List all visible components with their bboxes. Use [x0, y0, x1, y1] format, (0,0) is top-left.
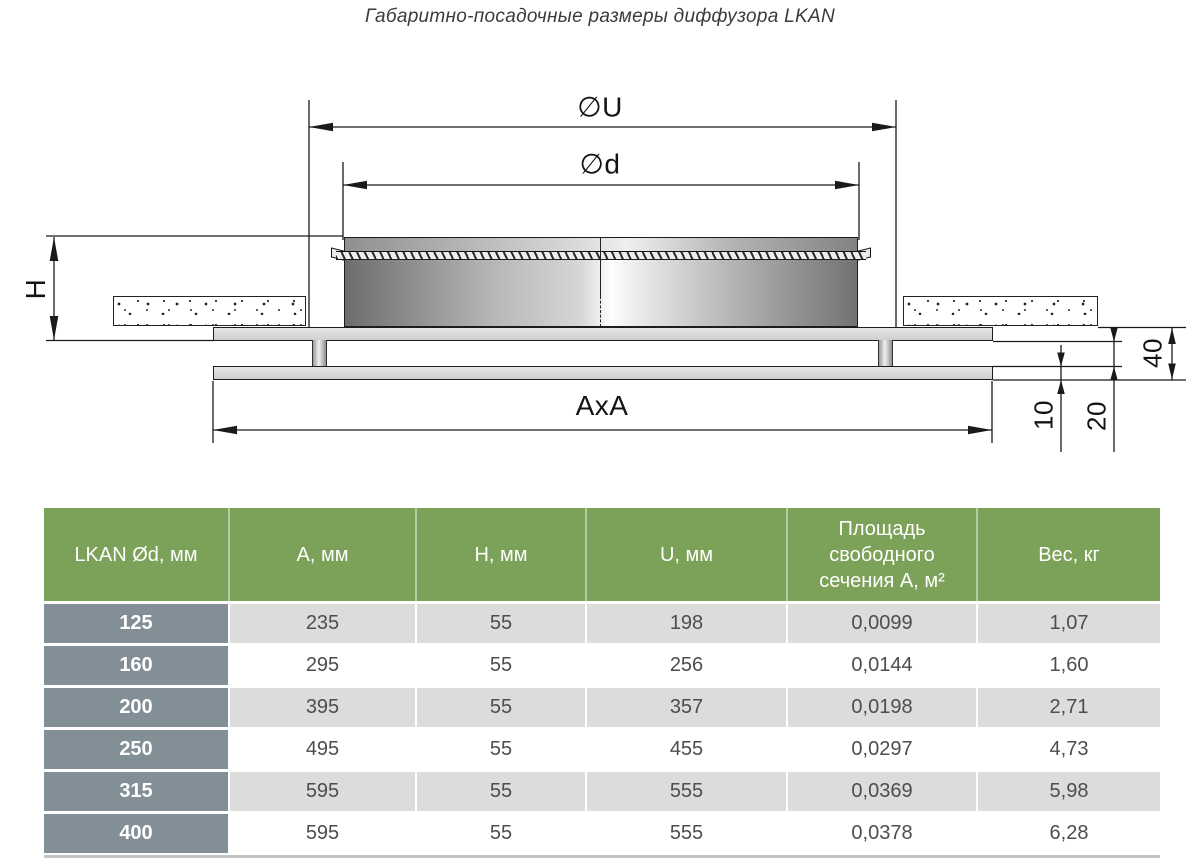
- dim-label-40: 40: [1137, 338, 1168, 368]
- col-header-model: LKAN Ød, мм: [44, 508, 230, 601]
- cell-u: 555: [587, 772, 788, 811]
- cell-area: 0,0144: [788, 646, 978, 685]
- arrowheads: [49, 122, 1176, 435]
- col-header-area: Площадь свободного сечения А, м²: [788, 508, 978, 601]
- lower-flange-plate: [213, 366, 993, 380]
- cell-size: 160: [44, 646, 230, 685]
- dim-label-diameter-d: ∅d: [579, 148, 621, 180]
- cell-u: 198: [587, 604, 788, 643]
- ceiling-panel-left: [113, 296, 306, 326]
- cell-size: 400: [44, 814, 230, 853]
- dim-label-20: 20: [1081, 401, 1112, 431]
- cell-area: 0,0369: [788, 772, 978, 811]
- col-header-a: A, мм: [230, 508, 417, 601]
- cell-h: 55: [417, 730, 587, 769]
- col-header-weight: Вес, кг: [978, 508, 1160, 601]
- center-line-dashed: [600, 296, 601, 327]
- cell-weight: 5,98: [978, 772, 1160, 811]
- spacer-bolt-left: [312, 340, 327, 366]
- cell-size: 200: [44, 688, 230, 727]
- dim-label-height: H: [20, 278, 51, 300]
- dim-label-10: 10: [1028, 400, 1059, 430]
- upper-flange-plate: [213, 327, 993, 341]
- table-row: 125 235 55 198 0,0099 1,07: [44, 604, 1160, 643]
- cell-u: 455: [587, 730, 788, 769]
- cell-weight: 1,60: [978, 646, 1160, 685]
- cell-h: 55: [417, 772, 587, 811]
- table-row: 250 495 55 455 0,0297 4,73: [44, 730, 1160, 769]
- col-header-u: U, мм: [587, 508, 788, 601]
- cell-a: 235: [230, 604, 417, 643]
- table-row: 400 595 55 555 0,0378 6,28: [44, 814, 1160, 853]
- cell-weight: 2,71: [978, 688, 1160, 727]
- center-line: [600, 238, 601, 296]
- cell-h: 55: [417, 688, 587, 727]
- diffuser-drawing: ∅U ∅d H AxA 40 10 20: [20, 91, 1186, 452]
- cell-u: 256: [587, 646, 788, 685]
- cell-a: 395: [230, 688, 417, 727]
- cell-size: 250: [44, 730, 230, 769]
- cell-h: 55: [417, 604, 587, 643]
- cell-area: 0,0297: [788, 730, 978, 769]
- table-row: 200 395 55 357 0,0198 2,71: [44, 688, 1160, 727]
- cell-a: 595: [230, 814, 417, 853]
- dimensions-table: LKAN Ød, мм A, мм H, мм U, мм Площадь св…: [44, 505, 1160, 856]
- cell-size: 125: [44, 604, 230, 643]
- ceiling-panel-right: [903, 296, 1098, 326]
- page-title: Габаритно-посадочные размеры диффузора L…: [364, 6, 836, 27]
- cell-area: 0,0198: [788, 688, 978, 727]
- dimension-lines: [46, 100, 1186, 452]
- cell-a: 495: [230, 730, 417, 769]
- table-row: 160 295 55 256 0,0144 1,60: [44, 646, 1160, 685]
- cell-a: 595: [230, 772, 417, 811]
- cell-h: 55: [417, 814, 587, 853]
- table-header-row: LKAN Ød, мм A, мм H, мм U, мм Площадь св…: [44, 508, 1160, 601]
- dim-label-diameter-u: ∅U: [577, 91, 623, 123]
- cell-weight: 4,73: [978, 730, 1160, 769]
- cell-weight: 6,28: [978, 814, 1160, 853]
- cell-u: 357: [587, 688, 788, 727]
- cell-size: 315: [44, 772, 230, 811]
- table-row: 315 595 55 555 0,0369 5,98: [44, 772, 1160, 811]
- spacer-bolt-right: [878, 340, 893, 366]
- duct-body: [344, 259, 858, 327]
- cell-a: 295: [230, 646, 417, 685]
- cell-h: 55: [417, 646, 587, 685]
- col-header-h: H, мм: [417, 508, 587, 601]
- cell-u: 555: [587, 814, 788, 853]
- table-bottom-border: [44, 855, 1160, 858]
- dim-label-axa: AxA: [575, 390, 629, 421]
- cell-weight: 1,07: [978, 604, 1160, 643]
- cell-area: 0,0378: [788, 814, 978, 853]
- cell-area: 0,0099: [788, 604, 978, 643]
